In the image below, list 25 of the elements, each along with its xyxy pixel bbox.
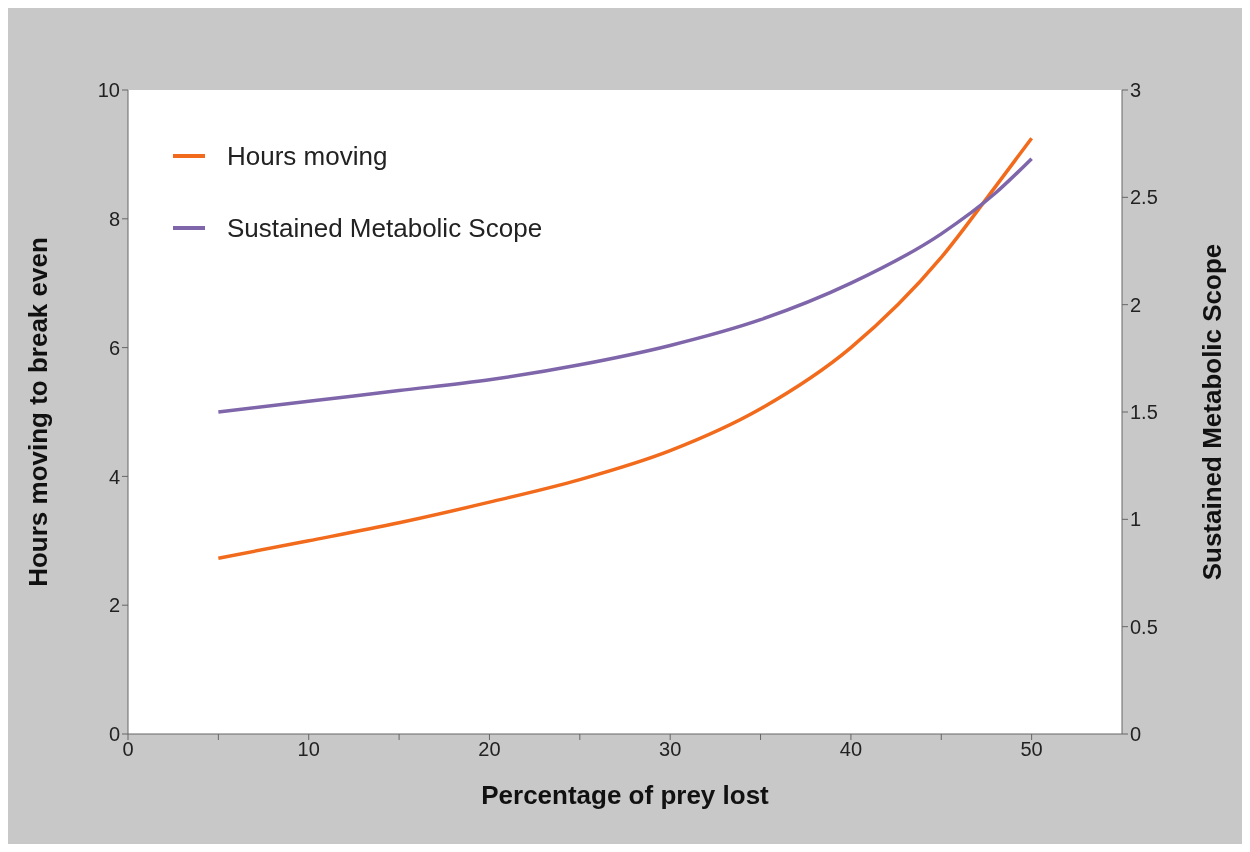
y2-axis-title: Sustained Metabolic Scope xyxy=(1197,243,1228,581)
x-tick-label: 0 xyxy=(122,738,134,761)
y-tick-label: 2 xyxy=(108,594,120,617)
x-tick-label: 20 xyxy=(478,738,501,761)
y-tick-label: 0 xyxy=(108,723,120,746)
y-tick-label: 4 xyxy=(108,465,120,488)
y2-tick-label: 3 xyxy=(1130,79,1142,102)
y-tick-label: 8 xyxy=(108,207,120,230)
y2-tick-label: 2 xyxy=(1130,293,1142,316)
y-axis-title: Hours moving to break even xyxy=(23,237,54,587)
x-tick-label: 40 xyxy=(839,738,863,761)
x-tick-label: 50 xyxy=(1020,738,1043,761)
y-tick-label: 10 xyxy=(97,79,120,102)
line-series xyxy=(216,136,1034,560)
y-tick-label: 6 xyxy=(108,336,120,359)
y2-tick-label: 1 xyxy=(1130,508,1142,531)
x-axis-title: Percentage of prey lost xyxy=(481,780,770,810)
y2-tick-label: 2.5 xyxy=(1130,186,1158,209)
y2-tick-label: 1.5 xyxy=(1130,401,1158,424)
y2-tick-label: 0 xyxy=(1130,723,1142,746)
legend-label: Sustained Metabolic Scope xyxy=(227,212,543,245)
x-tick-label: 30 xyxy=(659,738,682,761)
x-tick-label: 10 xyxy=(297,738,320,761)
legend-label: Hours moving xyxy=(227,140,388,173)
y2-tick-label: 0.5 xyxy=(1130,615,1158,638)
